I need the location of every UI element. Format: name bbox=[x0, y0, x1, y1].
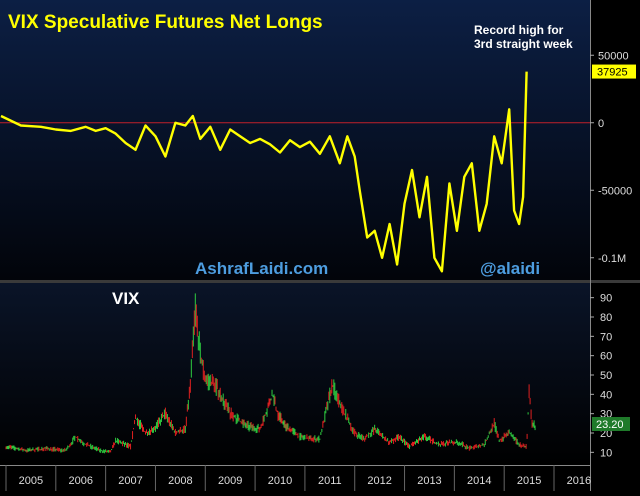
top-ytick-label-3: -0.1M bbox=[598, 253, 626, 265]
bottom-ytick-label-6: 70 bbox=[600, 331, 612, 343]
x-label-2014: 2014 bbox=[467, 475, 491, 487]
last-value-badge-bottom: 23.20 bbox=[592, 417, 630, 431]
bottom-ytick-label-0: 10 bbox=[600, 447, 612, 459]
last-value-bottom: 23.20 bbox=[596, 419, 624, 431]
top-panel-bg bbox=[0, 0, 590, 280]
x-label-2012: 2012 bbox=[367, 475, 391, 487]
top-ytick-label-1: 0 bbox=[598, 118, 604, 130]
bottom-panel-bg bbox=[0, 283, 590, 465]
right-axis-bg bbox=[590, 0, 640, 491]
net-longs-line bbox=[0, 71, 528, 273]
annotation-line-2: 3rd straight week bbox=[474, 37, 573, 51]
bottom-ytick-label-8: 90 bbox=[600, 293, 612, 305]
top-y-axis: 50000 0 -50000 -0.1M bbox=[590, 50, 632, 265]
annotation-line-1: Record high for bbox=[474, 23, 564, 37]
x-label-2008: 2008 bbox=[168, 475, 192, 487]
x-label-2010: 2010 bbox=[268, 475, 292, 487]
last-value-top: 37925 bbox=[597, 67, 628, 79]
watermark-site: AshrafLaidi.com bbox=[195, 259, 328, 278]
x-label-2015: 2015 bbox=[517, 475, 541, 487]
x-axis: 2005 2006 2007 2008 2009 2010 2011 2012 2013 2014… bbox=[5, 465, 591, 491]
top-ytick-label-0: 50000 bbox=[598, 50, 629, 62]
top-chart-title: VIX Speculative Futures Net Longs bbox=[8, 12, 323, 33]
x-label-2009: 2009 bbox=[218, 475, 242, 487]
bottom-chart-title: VIX bbox=[112, 289, 140, 308]
bottom-ytick-label-4: 50 bbox=[600, 370, 612, 382]
x-label-2011: 2011 bbox=[318, 475, 342, 487]
last-value-badge-top: 37925 bbox=[592, 64, 636, 79]
x-label-2016: 2016 bbox=[567, 475, 591, 487]
vix-candles bbox=[5, 293, 536, 454]
bottom-ytick-label-7: 80 bbox=[600, 312, 612, 324]
bottom-ytick-label-5: 60 bbox=[600, 351, 612, 363]
x-label-2006: 2006 bbox=[68, 475, 92, 487]
watermark-handle: @alaidi bbox=[480, 259, 540, 278]
bottom-ytick-label-3: 40 bbox=[600, 389, 612, 401]
x-label-2013: 2013 bbox=[417, 475, 441, 487]
top-ytick-label-2: -50000 bbox=[598, 185, 632, 197]
x-label-2005: 2005 bbox=[19, 475, 43, 487]
x-label-2007: 2007 bbox=[118, 475, 142, 487]
